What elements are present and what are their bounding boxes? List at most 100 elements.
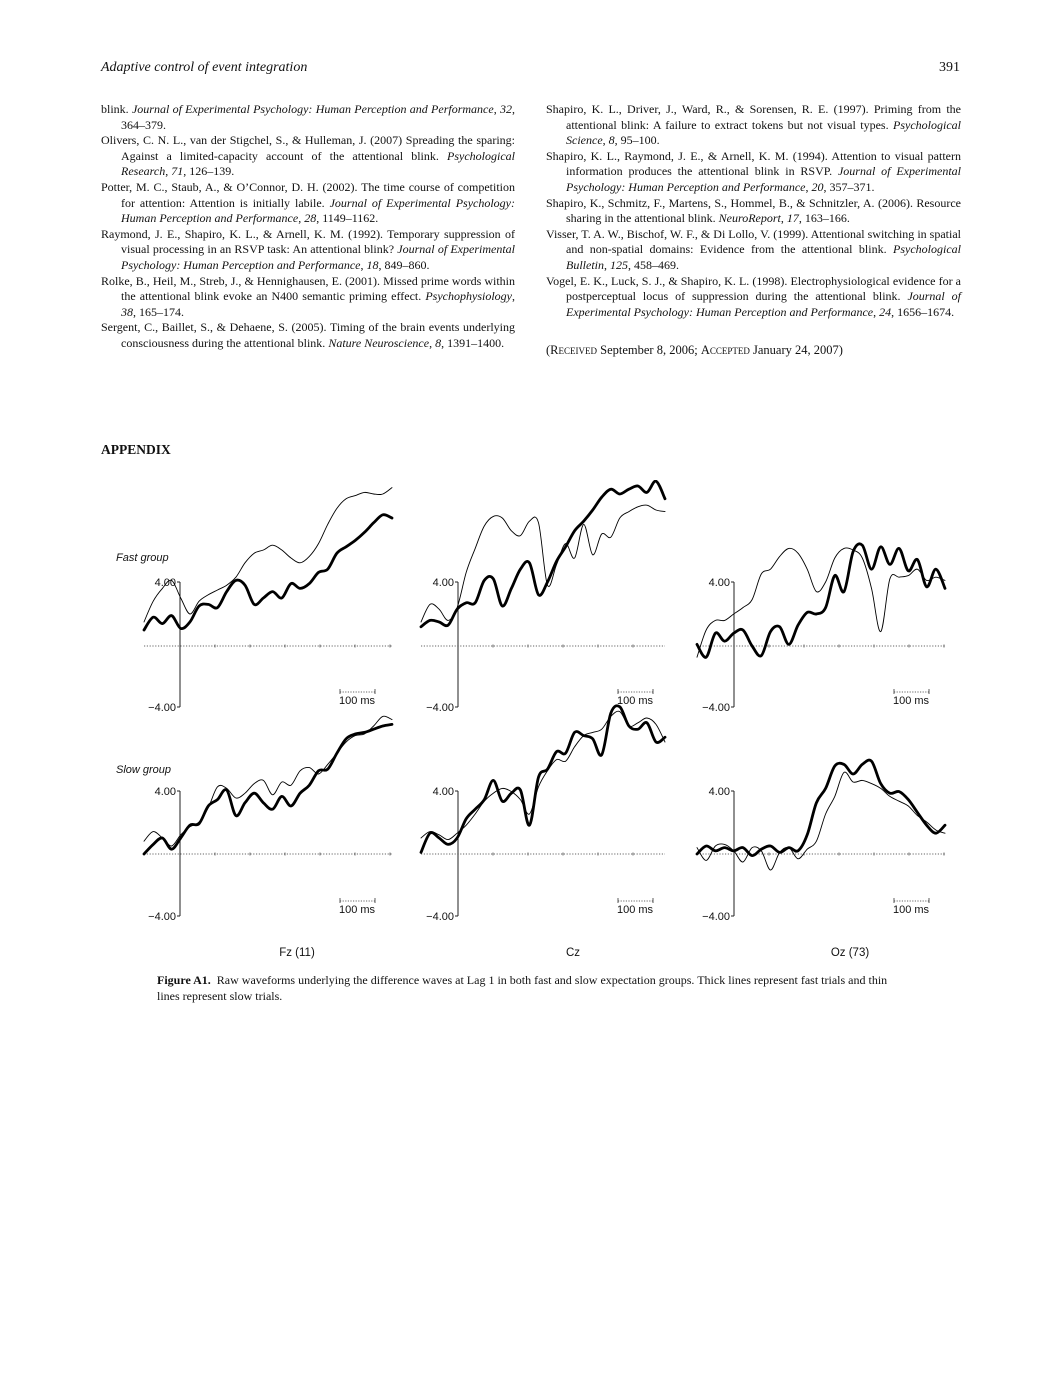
reference-entry: Shapiro, K., Schmitz, F., Martens, S., H… bbox=[546, 196, 961, 227]
reference-column-right: Shapiro, K. L., Driver, J., Ward, R., & … bbox=[546, 102, 961, 359]
scale-bar-label: 100 ms bbox=[339, 695, 376, 707]
y-top-label: 4.00 bbox=[155, 577, 176, 589]
reference-text: Shapiro, K. L., Raymond, J. E., & Arnell… bbox=[546, 148, 961, 179]
slow-trials-waveform bbox=[143, 487, 393, 623]
reference-entry: blink. Journal of Experimental Psycholog… bbox=[101, 102, 515, 133]
reference-text: , bbox=[512, 289, 515, 304]
fast-trials-waveform bbox=[142, 513, 394, 632]
reference-text: Shapiro, K., Schmitz, F., Martens, S., H… bbox=[546, 195, 961, 226]
accepted-date: January 24, 2007) bbox=[749, 343, 843, 358]
reference-text: , bbox=[604, 257, 610, 272]
y-top-label: 4.00 bbox=[433, 577, 454, 589]
y-top-label: 4.00 bbox=[155, 786, 176, 798]
received-line: (Received September 8, 2006; Accepted Ja… bbox=[546, 343, 961, 359]
reference-italic: Nature Neuroscience bbox=[328, 335, 430, 350]
reference-italic: Psychological Science bbox=[566, 117, 961, 148]
reference-italic: Journal of Experimental Psychology: Huma… bbox=[566, 164, 961, 194]
y-bottom-label: −4.00 bbox=[426, 702, 454, 714]
figure-caption-text: Raw waveforms underlying the difference … bbox=[157, 973, 888, 1003]
reference-italic: 32 bbox=[500, 102, 512, 116]
electrode-label: Oz (73) bbox=[831, 947, 870, 959]
reference-text: Visser, T. A. W., Bischof, W. F., & Di L… bbox=[546, 226, 961, 257]
reference-text: , 126–139. bbox=[183, 164, 235, 179]
scale-bar-label: 100 ms bbox=[893, 695, 930, 707]
reference-text: , 364–379. bbox=[121, 102, 515, 132]
reference-entry: Vogel, E. K., Luck, S. J., & Shapiro, K.… bbox=[546, 274, 961, 321]
reference-list-right: Shapiro, K. L., Driver, J., Ward, R., & … bbox=[546, 102, 961, 320]
appendix-heading: APPENDIX bbox=[101, 442, 171, 457]
fast-trials-waveform bbox=[142, 723, 394, 856]
y-top-label: 4.00 bbox=[709, 577, 730, 589]
slow-trials-waveform bbox=[420, 504, 666, 623]
reference-text: Vogel, E. K., Luck, S. J., & Shapiro, K.… bbox=[546, 273, 961, 304]
reference-italic: 8 bbox=[435, 335, 442, 350]
reference-italic: 20 bbox=[811, 179, 824, 194]
reference-italic: NeuroReport bbox=[718, 211, 781, 226]
reference-italic: Psychophysiology bbox=[425, 289, 512, 304]
reference-italic: Psychological Research bbox=[121, 148, 515, 179]
reference-text: , 1149–1162. bbox=[316, 211, 379, 226]
reference-entry: Raymond, J. E., Shapiro, K. L., & Arnell… bbox=[101, 227, 515, 274]
received-label: Received bbox=[550, 343, 598, 358]
reference-italic: 24 bbox=[879, 304, 892, 319]
slow-trials-waveform bbox=[696, 771, 946, 871]
reference-entry: Visser, T. A. W., Bischof, W. F., & Di L… bbox=[546, 227, 961, 274]
reference-italic: Journal of Experimental Psychology: Huma… bbox=[131, 102, 494, 116]
electrode-label: Fz (11) bbox=[279, 947, 315, 959]
y-bottom-label: −4.00 bbox=[148, 702, 176, 714]
page-number: 391 bbox=[939, 60, 960, 75]
reference-text: , bbox=[429, 335, 436, 350]
reference-italic: 8 bbox=[608, 133, 615, 148]
reference-text: Potter, M. C., Staub, A., & O’Connor, D.… bbox=[101, 179, 515, 210]
reference-italic: 38 bbox=[121, 304, 133, 319]
reference-text: , 357–371. bbox=[823, 179, 875, 194]
reference-text: , bbox=[493, 102, 500, 116]
reference-text: Shapiro, K. L., Driver, J., Ward, R., & … bbox=[546, 102, 961, 132]
y-bottom-label: −4.00 bbox=[702, 911, 730, 923]
reference-entry: Rolke, B., Heil, M., Streb, J., & Hennig… bbox=[101, 274, 515, 321]
reference-text: , bbox=[805, 179, 812, 194]
reference-text: , 165–174. bbox=[133, 304, 184, 319]
reference-text: , bbox=[165, 164, 172, 179]
reference-text: , bbox=[360, 257, 367, 272]
fast-trials-waveform bbox=[695, 542, 947, 659]
reference-text: Sergent, C., Baillet, S., & Dehaene, S. … bbox=[101, 320, 515, 350]
scale-bar-label: 100 ms bbox=[617, 695, 654, 707]
reference-text: blink. bbox=[101, 102, 132, 116]
fast-trials-waveform bbox=[419, 704, 667, 854]
slow-trials-waveform bbox=[143, 715, 393, 847]
reference-italic: Journal of Experimental Psychology: Huma… bbox=[121, 242, 515, 272]
running-head: Adaptive control of event integration bbox=[101, 60, 308, 75]
fast-trials-waveform bbox=[695, 758, 947, 857]
reference-text: , 163–166. bbox=[798, 211, 850, 226]
electrode-label: Cz bbox=[566, 947, 580, 959]
figure-caption-label: Figure A1. bbox=[157, 973, 211, 987]
y-top-label: 4.00 bbox=[709, 786, 730, 798]
reference-text: Olivers, C. N. L., van der Stigchel, S.,… bbox=[101, 133, 515, 163]
y-bottom-label: −4.00 bbox=[702, 702, 730, 714]
reference-italic: 71 bbox=[171, 164, 184, 179]
group-label: Fast group bbox=[116, 552, 169, 564]
y-top-label: 4.00 bbox=[433, 786, 454, 798]
reference-entry: Sergent, C., Baillet, S., & Dehaene, S. … bbox=[101, 320, 515, 351]
erp-waveform-figure: Fast group 4.00 −4.00 100 ms 4.00 −4.00 100 ms… bbox=[116, 480, 947, 959]
reference-italic: 28 bbox=[304, 211, 317, 226]
slow-trials-waveform bbox=[696, 547, 946, 658]
scale-bar-label: 100 ms bbox=[339, 904, 376, 916]
reference-text: , 458–469. bbox=[628, 257, 679, 272]
received-date: September 8, 2006; bbox=[597, 343, 701, 358]
y-bottom-label: −4.00 bbox=[148, 911, 176, 923]
reference-text: , 95–100. bbox=[614, 133, 660, 148]
reference-text: , 1391–1400. bbox=[441, 335, 505, 350]
scale-bar-label: 100 ms bbox=[893, 904, 930, 916]
reference-italic: Psychological Bulletin bbox=[566, 242, 961, 272]
reference-italic: Journal of Experimental Psychology: Huma… bbox=[566, 289, 961, 319]
reference-text: , bbox=[873, 304, 880, 319]
reference-entry: Shapiro, K. L., Raymond, J. E., & Arnell… bbox=[546, 149, 961, 196]
reference-italic: 17 bbox=[786, 211, 799, 226]
reference-text: , 1656–1674. bbox=[891, 304, 955, 319]
reference-text: , 849–860. bbox=[378, 257, 430, 272]
reference-entry: Olivers, C. N. L., van der Stigchel, S.,… bbox=[101, 133, 515, 180]
reference-text: , bbox=[602, 133, 609, 148]
figure-caption: Figure A1. Raw waveforms underlying the … bbox=[157, 972, 907, 1004]
